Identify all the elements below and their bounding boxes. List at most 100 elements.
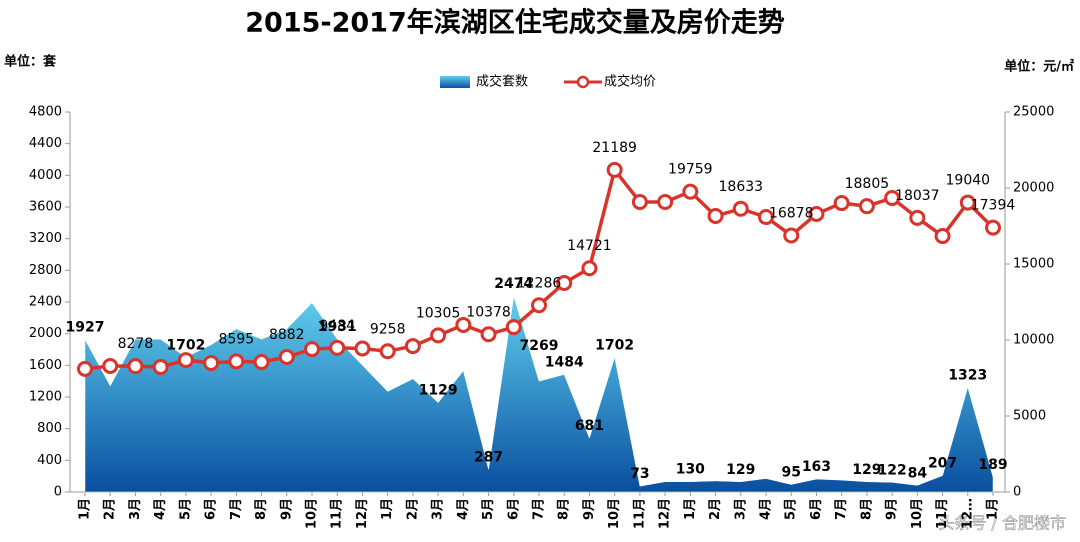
x-tick-label: 4月	[456, 498, 471, 520]
legend-swatch	[440, 76, 470, 88]
data-label: 1702	[166, 337, 205, 353]
data-label: 1484	[545, 355, 584, 371]
line-point	[758, 209, 774, 226]
data-label: 95	[781, 464, 800, 480]
x-tick-label: 8月	[254, 498, 269, 520]
y-tick-label: 1600	[29, 358, 62, 373]
x-tick-label: 4月	[759, 498, 774, 520]
x-tick-label: 11月	[935, 498, 950, 529]
line-point	[707, 207, 724, 224]
data-label: 84	[908, 465, 928, 481]
x-tick-label: 9月	[582, 498, 597, 520]
line-point	[379, 343, 396, 360]
y-tick-label: 4800	[29, 105, 62, 120]
data-label: 17394	[971, 198, 1016, 214]
data-label: 129	[726, 462, 755, 478]
line-point	[278, 348, 295, 365]
x-tick-label: 6月	[809, 498, 824, 520]
x-tick-label: 5月	[178, 498, 193, 520]
line-point	[959, 194, 976, 211]
legend-label: 成交套数	[476, 74, 528, 90]
data-label: 10378	[466, 304, 511, 320]
x-tick-label: 1月	[380, 498, 395, 520]
line-point	[606, 161, 623, 178]
line-point	[203, 354, 220, 371]
data-label: 9258	[370, 321, 406, 337]
y-tick-label: 3200	[29, 231, 62, 246]
x-tick-label: 7月	[834, 498, 849, 520]
annotation: 7269	[520, 338, 559, 354]
data-label: 73	[630, 466, 649, 482]
line-point	[858, 198, 875, 215]
line-point	[581, 260, 598, 277]
x-tick-label: 8月	[859, 498, 874, 520]
x-tick-label: 10月	[305, 498, 320, 529]
x-tick-label: 2月	[708, 498, 723, 520]
x-tick-label: 11月	[632, 498, 647, 529]
line-point	[556, 275, 573, 291]
line-point	[329, 339, 346, 356]
x-tick-label: 3月	[733, 498, 748, 520]
x-tick-label: 4月	[153, 498, 168, 520]
line-point	[682, 183, 699, 200]
data-label: 189	[978, 457, 1007, 473]
x-tick-label: 1月	[78, 498, 93, 520]
data-label: 1323	[948, 367, 987, 383]
x-tick-label: 6月	[506, 498, 521, 520]
data-label: 18037	[895, 188, 940, 204]
y-tick-label: 4400	[29, 136, 62, 151]
line-point	[455, 316, 472, 333]
x-tick-label: 2月	[405, 498, 420, 520]
data-label: 10305	[416, 305, 461, 321]
line-point	[783, 227, 800, 244]
data-label: 122	[877, 462, 906, 478]
line-point	[304, 341, 320, 358]
data-label: 2474	[494, 276, 533, 292]
data-label: 287	[474, 449, 503, 465]
x-tick-label: 10月	[910, 498, 925, 529]
x-tick-label: 12月	[355, 498, 370, 529]
x-tick-label: 8月	[557, 498, 572, 520]
y-tick-label: 400	[37, 453, 62, 468]
x-tick-label: 7月	[532, 498, 547, 520]
x-tick-label: 9月	[885, 498, 900, 520]
y-tick-label: 2800	[29, 263, 62, 278]
line-point	[177, 352, 194, 369]
y-tick-label: 800	[37, 421, 62, 436]
data-label: 129	[852, 462, 881, 478]
y-tick-label: 1200	[29, 390, 62, 405]
x-tick-label: 6月	[204, 498, 219, 520]
data-label: 19040	[946, 173, 991, 189]
y2-tick-label: 15000	[1013, 257, 1054, 272]
data-label: 130	[676, 462, 705, 478]
data-label: 21189	[592, 140, 637, 156]
y2-tick-label: 20000	[1013, 181, 1054, 196]
data-label: 14721	[567, 238, 612, 254]
line-point	[480, 326, 497, 343]
data-label: 1129	[419, 383, 458, 399]
line-point	[127, 358, 144, 375]
line-point	[505, 319, 522, 336]
data-label: 163	[802, 459, 831, 475]
y-axis-unit: 单位：套	[4, 54, 57, 70]
x-tick-label: 1月	[986, 498, 1001, 520]
line-point	[228, 353, 245, 370]
line-point	[253, 354, 270, 371]
x-tick-label: 5月	[481, 498, 496, 520]
data-label: 16878	[769, 205, 814, 221]
x-tick-label: 10月	[607, 498, 622, 529]
legend-label: 成交均价	[604, 74, 656, 90]
line-point	[531, 297, 547, 314]
line-point	[404, 338, 421, 355]
line-point	[909, 209, 926, 226]
data-label: 19759	[668, 162, 713, 178]
line-point	[732, 200, 749, 217]
y-tick-label: 0	[54, 485, 62, 500]
data-label: 8595	[219, 331, 255, 347]
y2-axis-unit: 单位：元/㎡	[1004, 59, 1074, 75]
x-tick-label: 5月	[784, 498, 799, 520]
data-label: 681	[575, 418, 604, 434]
y-tick-label: 2000	[29, 326, 62, 341]
line-point	[77, 360, 93, 377]
x-tick-label: 2月	[103, 498, 118, 520]
